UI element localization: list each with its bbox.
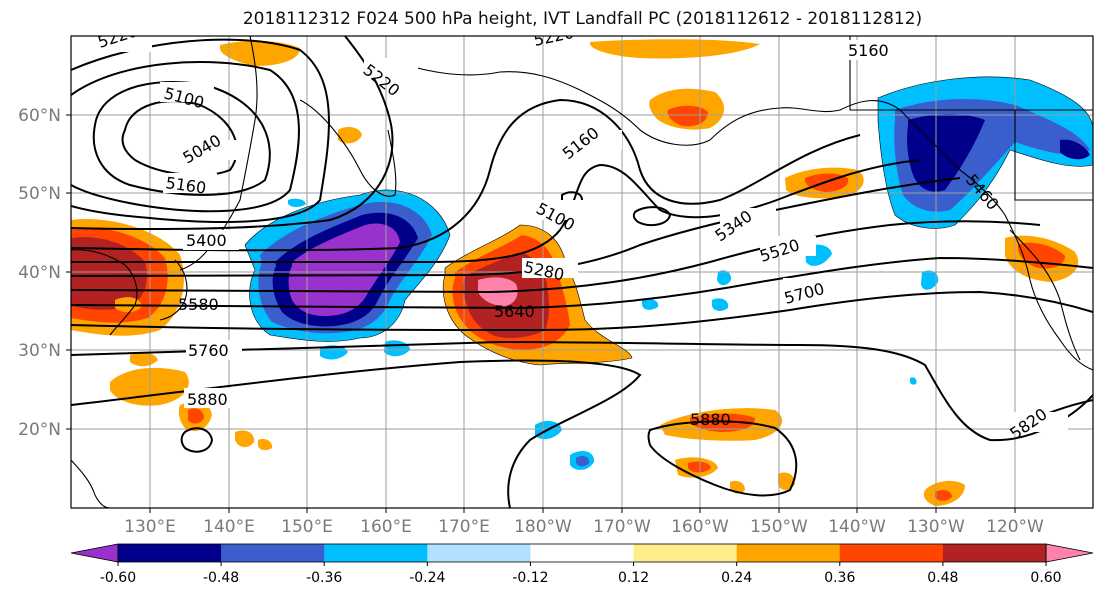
contour-label-5820: 5820 <box>1006 404 1050 443</box>
ivt-negative-shading <box>245 76 1093 470</box>
contour-label-5760: 5760 <box>188 341 229 360</box>
map-title: 2018112312 F024 500 hPa height, IVT Land… <box>242 9 923 29</box>
contour-label-5160c: 5160 <box>848 41 889 60</box>
colorbar-swatch <box>736 544 841 562</box>
ivt-outlines <box>244 76 1093 366</box>
colorbar-tick-label: -0.24 <box>409 570 445 586</box>
colorbar-tick-label: -0.12 <box>512 570 548 586</box>
colorbar-tick-label: 0.48 <box>927 570 958 586</box>
lon-label-150e: 150°E <box>281 517 333 537</box>
colorbar-extend-high <box>1045 543 1094 563</box>
colorbar-swatch <box>118 544 222 562</box>
contour-label-5160b: 5160 <box>559 123 603 163</box>
lon-label-150w: 150°W <box>750 517 808 537</box>
colorbar-swatch <box>427 544 531 562</box>
lat-label-40n: 40°N <box>18 263 61 283</box>
lon-label-180w: 180°W <box>514 517 572 537</box>
lon-label-130e: 130°E <box>124 517 176 537</box>
lon-label-140w: 140°W <box>828 517 886 537</box>
colorbar-swatch <box>942 544 1047 562</box>
lon-label-140e: 140°E <box>203 517 255 537</box>
colorbar-frame <box>117 543 1047 563</box>
lat-label-50n: 50°N <box>18 184 61 204</box>
contour-label-5640: 5640 <box>494 302 535 321</box>
map-area: 5220 5220 5100 5040 5160 5400 5580 5760 … <box>71 36 1093 508</box>
lon-label-130w: 130°W <box>907 517 965 537</box>
colorbar-tick-label: 0.36 <box>824 570 855 586</box>
colorbar-extend-low <box>70 543 119 563</box>
contour-label-5040: 5040 <box>180 131 225 168</box>
contour-label-5580: 5580 <box>178 295 219 314</box>
colorbar-swatch <box>324 544 428 562</box>
colorbar-tick-label: -0.48 <box>203 570 239 586</box>
contour-label-5400: 5400 <box>186 231 227 250</box>
lon-label-170w: 170°W <box>593 517 651 537</box>
colorbar-swatch <box>633 544 738 562</box>
colorbar-tick-label: -0.36 <box>306 570 342 586</box>
lon-label-160e: 160°E <box>360 517 412 537</box>
colorbar-tick-label: -0.60 <box>100 570 136 586</box>
colorbar-swatch <box>530 544 635 562</box>
contour-label-5880: 5880 <box>187 390 228 409</box>
latitude-labels: 60°N 50°N 40°N 30°N 20°N <box>18 106 61 440</box>
lon-label-160w: 160°W <box>671 517 729 537</box>
axis-ticks <box>66 114 1016 513</box>
lat-label-30n: 30°N <box>18 341 61 361</box>
lat-label-60n: 60°N <box>18 106 61 126</box>
lat-label-20n: 20°N <box>18 420 61 440</box>
longitude-labels: 130°E 140°E 150°E 160°E 170°E 180°W 170°… <box>124 517 1044 537</box>
lon-label-120w: 120°W <box>986 517 1044 537</box>
height-contours <box>71 36 1093 508</box>
colorbar-swatch <box>221 544 325 562</box>
colorbar-tick-label: 0.24 <box>721 570 752 586</box>
colorbar-tick-label: 0.12 <box>618 570 649 586</box>
colorbar-swatch <box>839 544 944 562</box>
ivt-positive-shading <box>71 39 1079 506</box>
colorbar: -0.60 -0.48 -0.36 -0.24 -0.12 0.12 0.24 0.36 0.4… <box>70 543 1094 586</box>
contour-label-5880b: 5880 <box>690 410 731 429</box>
lon-label-170e: 170°E <box>438 517 490 537</box>
colorbar-tick-label: 0.60 <box>1030 570 1061 586</box>
